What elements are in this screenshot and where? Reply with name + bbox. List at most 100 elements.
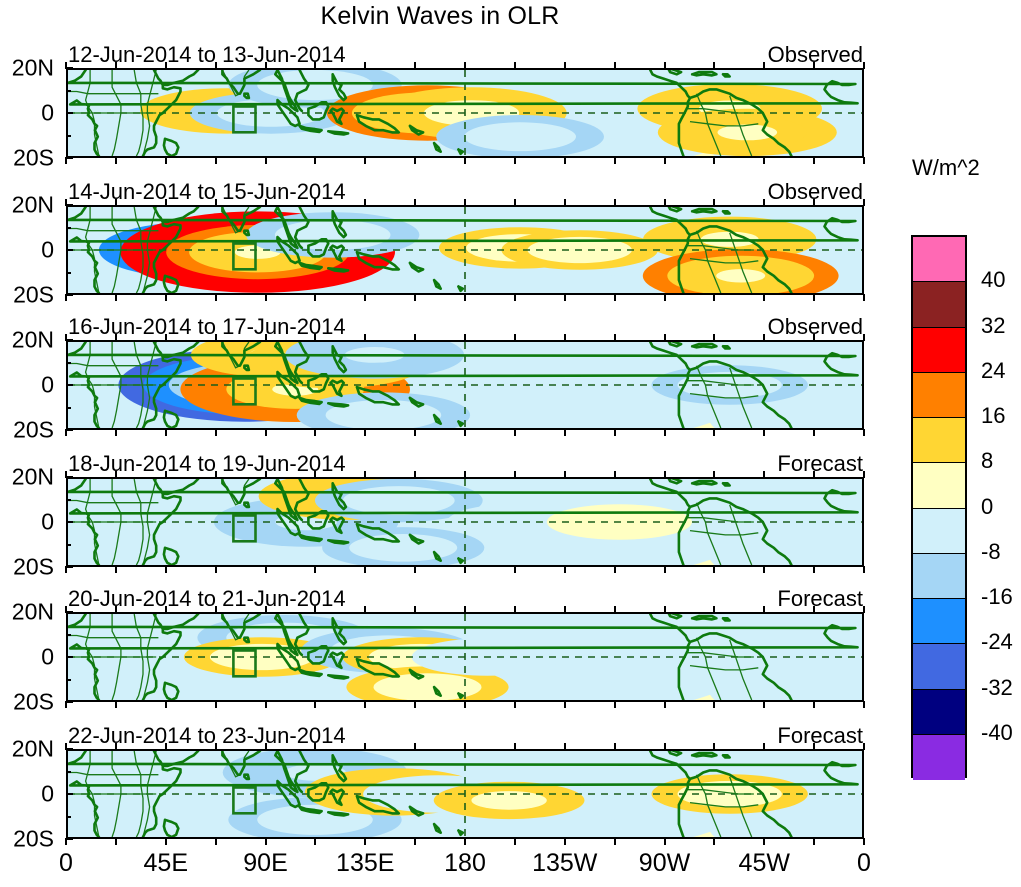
colorbar-units-label: W/m^2 — [912, 155, 980, 180]
y-axis-minor-tick — [66, 89, 71, 92]
x-axis-tick — [214, 838, 217, 845]
x-axis-tick-top — [114, 471, 117, 478]
x-axis-tick — [713, 838, 716, 845]
x-axis-tick — [264, 838, 267, 845]
x-axis-tick — [364, 701, 367, 708]
x-axis-tick — [364, 429, 367, 436]
x-axis-tick-top — [114, 606, 117, 613]
y-axis-label: 20N — [11, 54, 54, 81]
x-axis-tick — [663, 157, 666, 164]
x-axis-tick-top — [713, 334, 716, 341]
x-axis-tick-top — [314, 606, 317, 613]
x-axis-tick-top — [65, 199, 67, 206]
x-axis-label: 90W — [638, 849, 691, 877]
x-axis-tick — [513, 838, 516, 845]
x-axis-tick-top — [713, 199, 716, 206]
x-axis-tick-top — [513, 471, 516, 478]
x-axis-tick-top — [464, 199, 466, 206]
map-canvas-1 — [66, 68, 864, 158]
x-axis-tick — [663, 838, 666, 845]
x-axis-tick — [214, 429, 217, 436]
x-axis-tick-top — [713, 743, 716, 750]
x-axis-tick-top — [563, 606, 566, 613]
y-axis-label: 20S — [13, 281, 54, 308]
x-axis-tick — [863, 429, 865, 436]
x-axis-tick-top — [264, 199, 267, 206]
x-axis-tick-top — [613, 743, 616, 750]
y-axis-minor-tick — [66, 406, 71, 409]
x-axis-tick-top — [763, 471, 766, 478]
x-axis-tick — [563, 429, 566, 436]
panel-date-range-5: 20-Jun-2014 to 21-Jun-2014 — [68, 586, 346, 611]
x-axis-label: 180 — [444, 849, 486, 877]
x-axis-tick-top — [214, 199, 217, 206]
x-axis-tick — [65, 566, 67, 573]
x-axis-tick — [114, 157, 117, 164]
x-axis-tick-top — [214, 606, 217, 613]
y-axis-minor-tick — [66, 815, 71, 818]
x-axis-tick-top — [114, 743, 117, 750]
x-axis-tick-top — [613, 334, 616, 341]
x-axis-tick — [414, 566, 417, 573]
y-axis-label: 20N — [11, 735, 54, 762]
x-axis-tick — [314, 157, 317, 164]
x-axis-tick — [563, 838, 566, 845]
y-axis-tick — [66, 656, 73, 658]
y-axis-label: 0 — [41, 236, 54, 263]
y-axis-label: 20N — [11, 191, 54, 218]
panel-kind-5: Forecast — [777, 586, 863, 611]
x-axis-tick — [264, 429, 267, 436]
colorbar-band-1 — [913, 282, 965, 328]
figure-title: Kelvin Waves in OLR — [320, 2, 560, 30]
colorbar-band-0 — [913, 237, 965, 283]
x-axis-tick — [863, 157, 865, 164]
x-axis-tick-top — [164, 743, 167, 750]
x-axis-tick-top — [513, 743, 516, 750]
x-axis-tick — [114, 566, 117, 573]
x-axis-tick — [763, 294, 766, 301]
x-axis-tick-top — [364, 334, 367, 341]
x-axis-tick — [613, 157, 616, 164]
y-axis-label: 20S — [13, 553, 54, 580]
x-axis-tick — [364, 294, 367, 301]
x-axis-tick — [164, 157, 167, 164]
y-axis-minor-tick — [66, 134, 71, 137]
x-axis-tick-top — [663, 199, 666, 206]
y-axis-tick — [66, 793, 73, 795]
x-axis-tick — [613, 566, 616, 573]
x-axis-tick — [65, 157, 67, 164]
colorbar-tick-label: 40 — [981, 267, 1006, 293]
y-axis-minor-tick — [66, 678, 71, 681]
y-axis-tick — [66, 249, 73, 251]
x-axis-tick — [464, 566, 466, 573]
x-axis-tick — [563, 701, 566, 708]
colorbar-band-9 — [913, 644, 965, 690]
x-axis-tick-top — [613, 62, 616, 69]
x-axis-tick — [713, 701, 716, 708]
colorbar-tick-label: 0 — [981, 493, 994, 519]
x-axis-tick — [813, 566, 816, 573]
x-axis-tick — [214, 701, 217, 708]
x-axis-tick — [464, 429, 466, 436]
x-axis-tick-top — [414, 62, 417, 69]
y-axis-tick — [66, 294, 73, 296]
x-axis-tick-top — [65, 471, 67, 478]
x-axis-tick — [613, 838, 616, 845]
x-axis-tick-top — [364, 62, 367, 69]
colorbar-tick-label: 16 — [981, 403, 1006, 428]
x-axis-tick — [414, 838, 417, 845]
x-axis-tick-top — [464, 471, 466, 478]
x-axis-tick — [763, 566, 766, 573]
map-panel-2: 14-Jun-2014 to 15-Jun-2014 Observed — [66, 179, 864, 295]
x-axis-tick — [763, 429, 766, 436]
x-axis-tick-top — [813, 62, 816, 69]
x-axis-tick-top — [364, 471, 367, 478]
x-axis-tick — [464, 294, 466, 301]
x-axis-tick-top — [314, 743, 317, 750]
x-axis-tick — [863, 838, 865, 845]
panel-header-4: 18-Jun-2014 to 19-Jun-2014 Forecast — [66, 450, 864, 476]
x-axis-tick — [314, 294, 317, 301]
x-axis-label: 135W — [532, 849, 598, 877]
x-axis-tick — [414, 429, 417, 436]
